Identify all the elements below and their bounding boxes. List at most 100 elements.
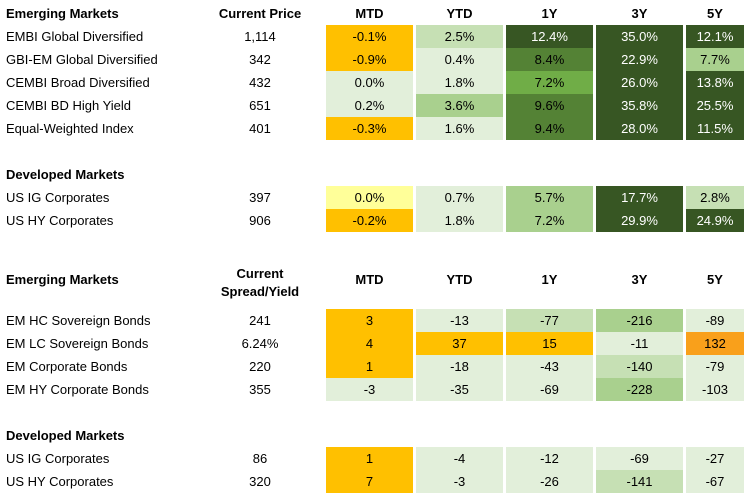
row-mtd: -0.1% — [326, 25, 413, 48]
row-name: US HY Corporates — [6, 213, 114, 228]
header-mtd: MTD — [355, 272, 384, 287]
row-3y: 22.9% — [596, 48, 683, 71]
row-3y: -228 — [596, 378, 683, 401]
row-price: 342 — [249, 52, 271, 67]
table-row: EM HY Corporate Bonds 355 -3 -35 -69 -22… — [0, 378, 745, 401]
row-5y: 12.1% — [686, 25, 744, 48]
row-price: 6.24% — [241, 336, 279, 351]
table-row: EM HC Sovereign Bonds 241 3 -13 -77 -216… — [0, 309, 745, 332]
table2-dm-header-row: Developed Markets — [0, 424, 745, 447]
table-row: EM Corporate Bonds 220 1 -18 -43 -140 -7… — [0, 355, 745, 378]
row-5y: -27 — [686, 447, 744, 470]
row-5y: -89 — [686, 309, 744, 332]
row-mtd: -3 — [326, 378, 413, 401]
table1-dm-header-row: Developed Markets — [0, 163, 745, 186]
row-name: Equal-Weighted Index — [6, 121, 134, 136]
table2-dm-section-title: Developed Markets — [6, 428, 125, 443]
row-price: 397 — [249, 190, 271, 205]
row-3y: -141 — [596, 470, 683, 493]
row-5y: 132 — [686, 332, 744, 355]
header-spread-line1: Current — [236, 266, 284, 281]
row-3y: 35.0% — [596, 25, 683, 48]
row-ytd: -3 — [416, 470, 503, 493]
row-price: 401 — [249, 121, 271, 136]
table1-em-section-title: Emerging Markets — [6, 6, 119, 21]
row-price: 320 — [249, 474, 271, 489]
row-name: CEMBI Broad Diversified — [6, 75, 150, 90]
row-ytd: 1.6% — [416, 117, 503, 140]
table1-dm-section-title: Developed Markets — [6, 167, 125, 182]
header-5y: 5Y — [707, 272, 723, 287]
header-current-price: Current Price — [218, 6, 302, 21]
row-3y: 35.8% — [596, 94, 683, 117]
row-name: GBI-EM Global Diversified — [6, 52, 158, 67]
table-row: US HY Corporates 906 -0.2% 1.8% 7.2% 29.… — [0, 209, 745, 232]
table-row: GBI-EM Global Diversified 342 -0.9% 0.4%… — [0, 48, 745, 71]
row-3y: -216 — [596, 309, 683, 332]
row-5y: 24.9% — [686, 209, 744, 232]
row-5y: 13.8% — [686, 71, 744, 94]
table-row: Equal-Weighted Index 401 -0.3% 1.6% 9.4%… — [0, 117, 745, 140]
row-mtd: 1 — [326, 355, 413, 378]
row-price: 651 — [249, 98, 271, 113]
row-name: EM HC Sovereign Bonds — [6, 313, 151, 328]
row-price: 906 — [249, 213, 271, 228]
row-1y: 9.6% — [506, 94, 593, 117]
row-ytd: -4 — [416, 447, 503, 470]
row-mtd: 4 — [326, 332, 413, 355]
table-row: CEMBI Broad Diversified 432 0.0% 1.8% 7.… — [0, 71, 745, 94]
row-name: EMBI Global Diversified — [6, 29, 144, 44]
row-3y: -69 — [596, 447, 683, 470]
row-3y: 28.0% — [596, 117, 683, 140]
row-1y: -69 — [506, 378, 593, 401]
table2-header-row: Emerging Markets Current Spread/Yield MT… — [0, 261, 745, 299]
row-mtd: 1 — [326, 447, 413, 470]
row-5y: 11.5% — [686, 117, 744, 140]
row-1y: -12 — [506, 447, 593, 470]
row-5y: -67 — [686, 470, 744, 493]
row-ytd: -35 — [416, 378, 503, 401]
row-1y: 15 — [506, 332, 593, 355]
row-mtd: -0.2% — [326, 209, 413, 232]
row-3y: 17.7% — [596, 186, 683, 209]
row-mtd: -0.3% — [326, 117, 413, 140]
row-price: 86 — [252, 451, 268, 466]
row-1y: 8.4% — [506, 48, 593, 71]
row-5y: 25.5% — [686, 94, 744, 117]
header-spread-line2: Spread/Yield — [220, 284, 300, 299]
row-ytd: 1.8% — [416, 71, 503, 94]
row-name: US IG Corporates — [6, 451, 110, 466]
row-ytd: 2.5% — [416, 25, 503, 48]
row-name: US HY Corporates — [6, 474, 114, 489]
row-price: 432 — [249, 75, 271, 90]
row-mtd: 0.2% — [326, 94, 413, 117]
table-row: EM LC Sovereign Bonds 6.24% 4 37 15 -11 … — [0, 332, 745, 355]
row-ytd: 1.8% — [416, 209, 503, 232]
header-ytd: YTD — [446, 6, 473, 21]
row-mtd: 0.0% — [326, 71, 413, 94]
row-1y: 9.4% — [506, 117, 593, 140]
row-ytd: 0.4% — [416, 48, 503, 71]
row-price: 1,114 — [244, 29, 276, 44]
row-3y: -11 — [596, 332, 683, 355]
row-ytd: 37 — [416, 332, 503, 355]
row-5y: -79 — [686, 355, 744, 378]
table1-header-row: Emerging Markets Current Price MTD YTD 1… — [0, 2, 745, 25]
row-ytd: -13 — [416, 309, 503, 332]
row-name: EM LC Sovereign Bonds — [6, 336, 149, 351]
header-current-spread-yield: Current Spread/Yield — [210, 261, 310, 305]
header-ytd: YTD — [446, 272, 473, 287]
header-mtd: MTD — [355, 6, 384, 21]
row-name: EM HY Corporate Bonds — [6, 382, 149, 397]
header-3y: 3Y — [631, 272, 648, 287]
row-name: CEMBI BD High Yield — [6, 98, 131, 113]
header-1y: 1Y — [541, 272, 558, 287]
table-row: US IG Corporates 86 1 -4 -12 -69 -27 — [0, 447, 745, 470]
row-mtd: 3 — [326, 309, 413, 332]
row-1y: 7.2% — [506, 209, 593, 232]
row-mtd: 7 — [326, 470, 413, 493]
row-3y: -140 — [596, 355, 683, 378]
row-3y: 29.9% — [596, 209, 683, 232]
row-name: US IG Corporates — [6, 190, 110, 205]
table-row: US IG Corporates 397 0.0% 0.7% 5.7% 17.7… — [0, 186, 745, 209]
